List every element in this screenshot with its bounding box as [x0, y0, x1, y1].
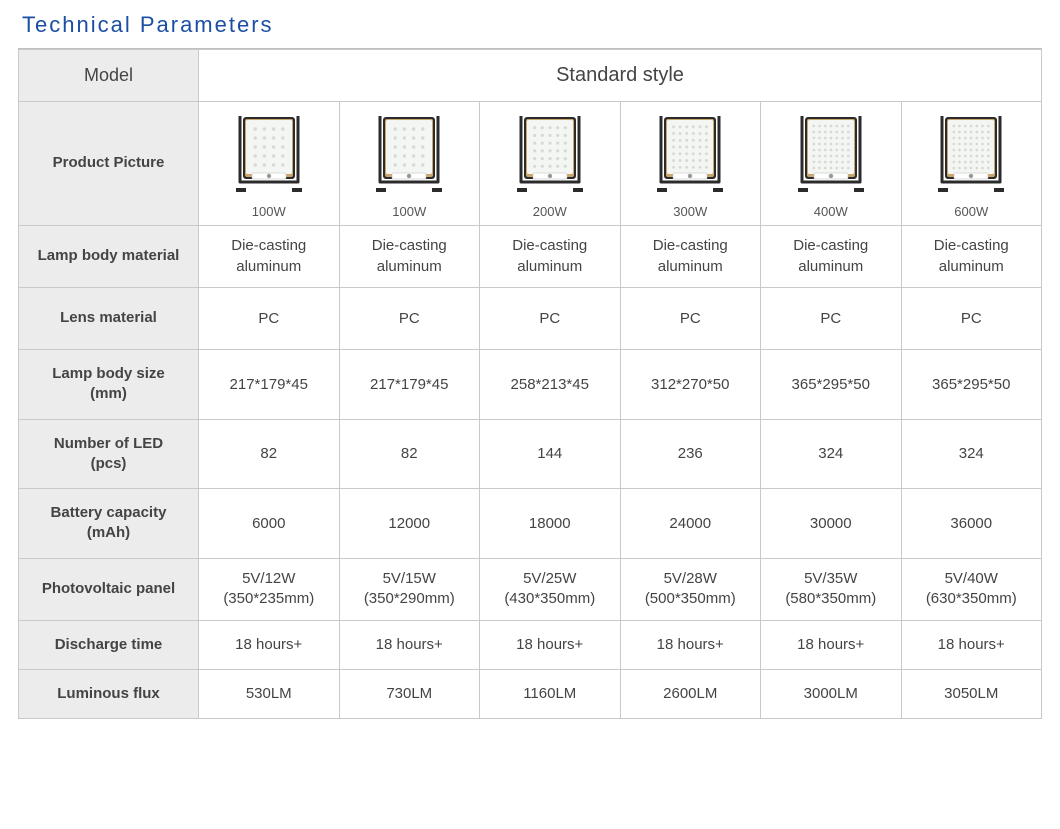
- cell-discharge_time: 18 hours+: [480, 620, 621, 669]
- cell-product-picture: 100W: [199, 102, 340, 226]
- cell-photovoltaic_panel: 5V/15W(350*290mm): [339, 558, 480, 620]
- row-product-picture: Product Picture 100W 100W: [19, 102, 1042, 226]
- row-photovoltaic-panel: Photovoltaic panel5V/12W(350*235mm)5V/15…: [19, 558, 1042, 620]
- cell-lamp_body_size: 365*295*50: [761, 350, 902, 420]
- floodlight-icon: [230, 110, 308, 196]
- cell-luminous_flux: 2600LM: [620, 669, 761, 718]
- row-label-photovoltaic_panel: Photovoltaic panel: [19, 558, 199, 620]
- cell-number_of_led: 324: [761, 419, 902, 489]
- row-luminous-flux: Luminous flux530LM730LM1160LM2600LM3000L…: [19, 669, 1042, 718]
- row-label-luminous_flux: Luminous flux: [19, 669, 199, 718]
- cell-number_of_led: 324: [901, 419, 1042, 489]
- cell-number_of_led: 144: [480, 419, 621, 489]
- row-label-lamp_body_material: Lamp body material: [19, 226, 199, 288]
- cell-discharge_time: 18 hours+: [620, 620, 761, 669]
- row-battery-capacity: Battery capacity(mAh)6000120001800024000…: [19, 489, 1042, 559]
- cell-battery_capacity: 18000: [480, 489, 621, 559]
- row-label-product_picture: Product Picture: [19, 102, 199, 226]
- cell-luminous_flux: 1160LM: [480, 669, 621, 718]
- cell-product-picture: 200W: [480, 102, 621, 226]
- cell-discharge_time: 18 hours+: [901, 620, 1042, 669]
- row-discharge-time: Discharge time18 hours+18 hours+18 hours…: [19, 620, 1042, 669]
- cell-lamp_body_material: Die-castingaluminum: [339, 226, 480, 288]
- cell-lamp_body_material: Die-castingaluminum: [199, 226, 340, 288]
- cell-product-picture: 400W: [761, 102, 902, 226]
- cell-lens_material: PC: [199, 288, 340, 350]
- watt-label: 400W: [761, 204, 901, 219]
- cell-lens_material: PC: [901, 288, 1042, 350]
- page-title: Technical Parameters: [22, 12, 1042, 38]
- cell-photovoltaic_panel: 5V/40W(630*350mm): [901, 558, 1042, 620]
- cell-photovoltaic_panel: 5V/28W(500*350mm): [620, 558, 761, 620]
- cell-battery_capacity: 30000: [761, 489, 902, 559]
- row-label-battery_capacity: Battery capacity(mAh): [19, 489, 199, 559]
- cell-lamp_body_size: 365*295*50: [901, 350, 1042, 420]
- cell-luminous_flux: 3000LM: [761, 669, 902, 718]
- cell-luminous_flux: 3050LM: [901, 669, 1042, 718]
- floodlight-icon: [651, 110, 729, 196]
- floodlight-icon: [511, 110, 589, 196]
- cell-discharge_time: 18 hours+: [761, 620, 902, 669]
- cell-number_of_led: 82: [199, 419, 340, 489]
- watt-label: 300W: [621, 204, 761, 219]
- cell-lens_material: PC: [480, 288, 621, 350]
- row-lamp-body-size: Lamp body size(mm)217*179*45217*179*4525…: [19, 350, 1042, 420]
- watt-label: 100W: [340, 204, 480, 219]
- cell-photovoltaic_panel: 5V/25W(430*350mm): [480, 558, 621, 620]
- row-label-discharge_time: Discharge time: [19, 620, 199, 669]
- floodlight-icon: [932, 110, 1010, 196]
- cell-luminous_flux: 730LM: [339, 669, 480, 718]
- watt-label: 600W: [902, 204, 1042, 219]
- cell-product-picture: 300W: [620, 102, 761, 226]
- row-label-number_of_led: Number of LED(pcs): [19, 419, 199, 489]
- cell-lamp_body_material: Die-castingaluminum: [761, 226, 902, 288]
- cell-photovoltaic_panel: 5V/12W(350*235mm): [199, 558, 340, 620]
- model-header: Model: [19, 50, 199, 102]
- cell-product-picture: 600W: [901, 102, 1042, 226]
- cell-battery_capacity: 6000: [199, 489, 340, 559]
- cell-product-picture: 100W: [339, 102, 480, 226]
- cell-lens_material: PC: [761, 288, 902, 350]
- spec-table: Model Standard style Product Picture 100…: [18, 49, 1042, 719]
- cell-lens_material: PC: [620, 288, 761, 350]
- cell-lens_material: PC: [339, 288, 480, 350]
- row-lamp-body-material: Lamp body materialDie-castingaluminumDie…: [19, 226, 1042, 288]
- cell-number_of_led: 82: [339, 419, 480, 489]
- row-number-of-led: Number of LED(pcs)8282144236324324: [19, 419, 1042, 489]
- cell-luminous_flux: 530LM: [199, 669, 340, 718]
- cell-discharge_time: 18 hours+: [339, 620, 480, 669]
- cell-lamp_body_material: Die-castingaluminum: [480, 226, 621, 288]
- cell-photovoltaic_panel: 5V/35W(580*350mm): [761, 558, 902, 620]
- cell-discharge_time: 18 hours+: [199, 620, 340, 669]
- cell-battery_capacity: 36000: [901, 489, 1042, 559]
- spec-tbody: Product Picture 100W 100W: [19, 102, 1042, 719]
- cell-number_of_led: 236: [620, 419, 761, 489]
- cell-lamp_body_size: 217*179*45: [199, 350, 340, 420]
- cell-lamp_body_size: 258*213*45: [480, 350, 621, 420]
- row-label-lamp_body_size: Lamp body size(mm): [19, 350, 199, 420]
- cell-lamp_body_material: Die-castingaluminum: [620, 226, 761, 288]
- watt-label: 200W: [480, 204, 620, 219]
- cell-lamp_body_size: 312*270*50: [620, 350, 761, 420]
- cell-lamp_body_size: 217*179*45: [339, 350, 480, 420]
- floodlight-icon: [792, 110, 870, 196]
- header-row: Model Standard style: [19, 50, 1042, 102]
- row-lens-material: Lens materialPCPCPCPCPCPC: [19, 288, 1042, 350]
- row-label-lens_material: Lens material: [19, 288, 199, 350]
- floodlight-icon: [370, 110, 448, 196]
- cell-battery_capacity: 24000: [620, 489, 761, 559]
- cell-lamp_body_material: Die-castingaluminum: [901, 226, 1042, 288]
- style-header: Standard style: [199, 50, 1042, 102]
- cell-battery_capacity: 12000: [339, 489, 480, 559]
- watt-label: 100W: [199, 204, 339, 219]
